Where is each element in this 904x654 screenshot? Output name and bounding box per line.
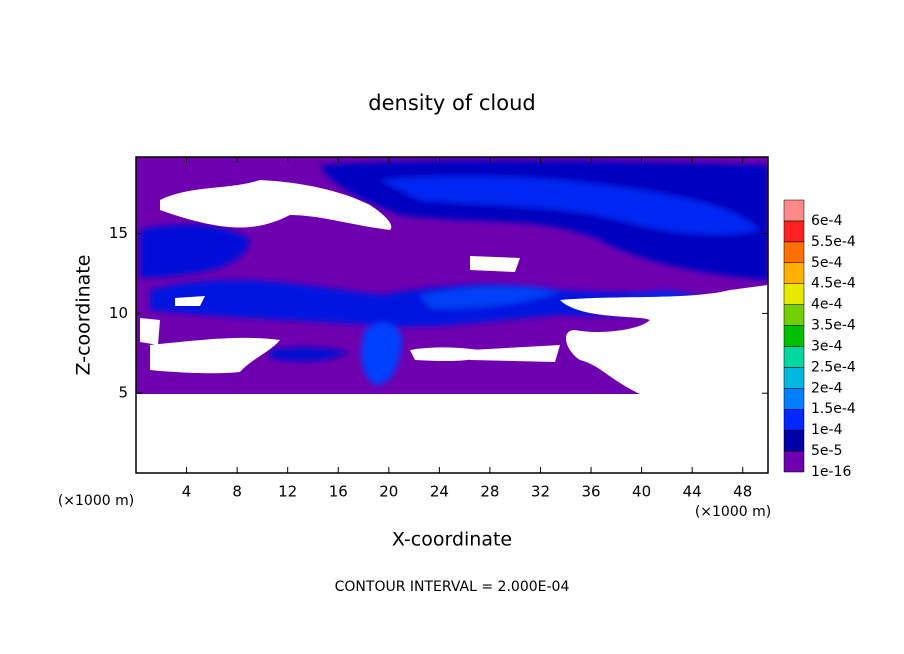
- colorbar-label: 6e-4: [811, 213, 843, 229]
- colorbar-swatch: [783, 304, 805, 326]
- colorbar-label: 4e-4: [811, 297, 843, 313]
- colorbar-swatch: [783, 283, 805, 305]
- colorbar-label: 2.5e-4: [811, 359, 856, 375]
- contour-note: CONTOUR INTERVAL = 2.000E-04: [335, 579, 570, 595]
- colorbar-swatch: [783, 199, 805, 222]
- colorbar-label: 2e-4: [811, 380, 843, 396]
- colorbar-label: 5e-4: [811, 255, 843, 271]
- x-tick-label: 36: [581, 483, 600, 501]
- x-tick-label: 44: [683, 483, 702, 501]
- y-tick-label: 15: [109, 224, 128, 242]
- colorbar-swatch: [783, 220, 805, 243]
- x-tick-label: 32: [531, 483, 550, 501]
- colorbar-label: 5e-5: [811, 443, 842, 459]
- x-tick-label: 16: [329, 483, 348, 501]
- plot-frame: [135, 156, 769, 474]
- x-unit: (×1000 m): [695, 504, 771, 520]
- colorbar-swatch: [783, 450, 805, 473]
- colorbar-swatch: [783, 388, 805, 410]
- colorbar-swatch: [783, 367, 805, 389]
- x-tick-label: 4: [182, 483, 192, 501]
- chart-title: density of cloud: [368, 91, 535, 115]
- colorbar-swatch: [783, 408, 805, 431]
- contour-field: [136, 157, 768, 394]
- x-tick-label: 28: [480, 483, 499, 501]
- x-tick-label: 20: [379, 483, 398, 501]
- x-tick-label: 48: [733, 483, 752, 501]
- colorbar-label: 1e-4: [811, 422, 843, 438]
- x-tick-label: 12: [278, 483, 297, 501]
- x-tick-label: 24: [430, 483, 449, 501]
- colorbar-swatch: [783, 262, 805, 284]
- colorbar-label: 5.5e-4: [811, 234, 856, 250]
- x-tick-label: 8: [232, 483, 242, 501]
- colorbar-swatch: [783, 346, 805, 368]
- colorbar-swatch: [783, 325, 805, 347]
- colorbar-label: 4.5e-4: [811, 276, 856, 292]
- colorbar-label: 1.5e-4: [811, 401, 856, 417]
- colorbar-label: 3.5e-4: [811, 318, 856, 334]
- x-axis-label: X-coordinate: [392, 529, 512, 551]
- y-axis-label: Z-coordinate: [73, 255, 95, 376]
- colorbar-swatch: [783, 241, 805, 264]
- x-tick-label: 40: [632, 483, 651, 501]
- colorbar-label: 1e-16: [811, 464, 851, 480]
- colorbar-swatch: [783, 429, 805, 452]
- y-unit: (×1000 m): [58, 493, 134, 509]
- y-tick-label: 5: [118, 384, 128, 402]
- y-tick-label: 10: [109, 304, 128, 322]
- colorbar-label: 3e-4: [811, 338, 843, 354]
